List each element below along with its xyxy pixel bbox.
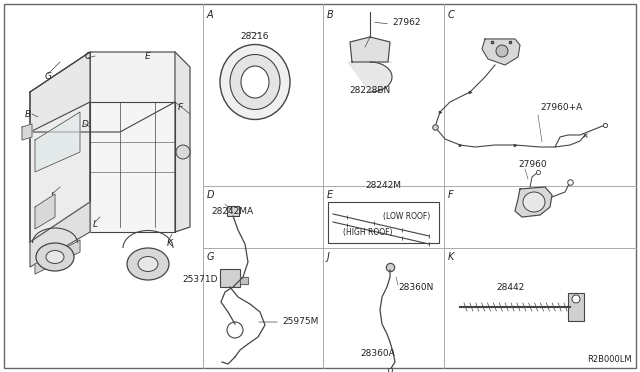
Text: 28360N: 28360N xyxy=(398,282,433,292)
Text: R2B000LM: R2B000LM xyxy=(588,355,632,364)
Ellipse shape xyxy=(523,192,545,212)
Text: D: D xyxy=(207,190,214,200)
Polygon shape xyxy=(482,39,520,65)
Text: 25975M: 25975M xyxy=(282,317,318,327)
Text: J: J xyxy=(327,252,330,262)
Text: 28242MA: 28242MA xyxy=(211,207,253,216)
Text: K: K xyxy=(448,252,454,262)
Polygon shape xyxy=(30,202,90,267)
Bar xyxy=(227,206,239,216)
Circle shape xyxy=(572,295,580,303)
Ellipse shape xyxy=(138,257,158,272)
Text: (LOW ROOF): (LOW ROOF) xyxy=(383,212,430,221)
Polygon shape xyxy=(175,52,190,232)
Polygon shape xyxy=(30,52,175,132)
Text: C: C xyxy=(448,10,455,20)
Polygon shape xyxy=(515,187,552,217)
Bar xyxy=(568,293,584,321)
Text: E: E xyxy=(327,190,333,200)
Text: B: B xyxy=(327,10,333,20)
Text: C: C xyxy=(85,51,91,61)
Bar xyxy=(220,269,240,287)
Ellipse shape xyxy=(36,243,74,271)
Polygon shape xyxy=(30,52,90,242)
Text: G: G xyxy=(207,252,214,262)
Text: D: D xyxy=(81,119,88,128)
Polygon shape xyxy=(35,194,55,229)
Ellipse shape xyxy=(127,248,169,280)
Text: 28216: 28216 xyxy=(241,32,269,41)
Circle shape xyxy=(227,322,243,338)
Circle shape xyxy=(496,45,508,57)
Polygon shape xyxy=(35,240,80,274)
Polygon shape xyxy=(348,62,392,92)
Polygon shape xyxy=(30,102,90,242)
Text: L: L xyxy=(93,219,97,228)
Text: 27962: 27962 xyxy=(392,17,420,26)
Text: 27960+A: 27960+A xyxy=(540,103,582,112)
Text: F: F xyxy=(177,103,182,112)
Text: 28442: 28442 xyxy=(496,283,524,292)
Text: B: B xyxy=(25,109,31,119)
Bar xyxy=(328,202,439,243)
Text: 28228BN: 28228BN xyxy=(349,86,390,95)
Text: (HIGH ROOF): (HIGH ROOF) xyxy=(343,228,393,237)
Text: F: F xyxy=(448,190,454,200)
Polygon shape xyxy=(90,102,175,232)
Text: J: J xyxy=(51,192,53,201)
Text: 28360A: 28360A xyxy=(360,350,395,359)
Text: A: A xyxy=(207,10,214,20)
Polygon shape xyxy=(240,277,248,284)
Ellipse shape xyxy=(241,66,269,98)
Text: 27960: 27960 xyxy=(518,160,547,169)
Text: G: G xyxy=(45,71,51,80)
Text: E: E xyxy=(145,51,151,61)
Ellipse shape xyxy=(220,45,290,119)
Text: 25371D: 25371D xyxy=(182,276,218,285)
Ellipse shape xyxy=(46,250,64,263)
Polygon shape xyxy=(22,124,32,140)
Circle shape xyxy=(176,145,190,159)
Polygon shape xyxy=(350,37,390,62)
Ellipse shape xyxy=(230,55,280,109)
Text: K: K xyxy=(167,240,173,248)
Text: 28242M: 28242M xyxy=(365,181,401,190)
Polygon shape xyxy=(35,112,80,172)
